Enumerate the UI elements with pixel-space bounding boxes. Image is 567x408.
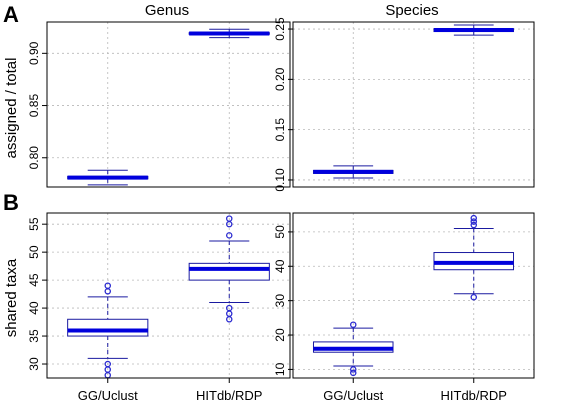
panel-b-genus: 30 35 40 45 50 55 GG/Uclust HITdb/RDP [27,212,291,403]
row-b-ylabel: shared taxa [3,258,20,337]
panel-a-species: 0.10 0.15 0.20 0.25 [273,17,535,192]
plot-frame [292,21,535,188]
outlier-point [225,215,233,222]
outlier-point [470,293,477,301]
ytick-label: 0.25 [273,17,287,41]
plot-area: 0.80 0.85 0.90 0.10 0.15 0.20 0.25 30 35 40 45 50 55… [27,17,535,403]
panel-a-genus: 0.80 0.85 0.90 [27,21,291,188]
box-gg-uclust [67,282,149,379]
ytick-label: 0.15 [273,118,287,142]
ytick-label: 50 [27,245,41,259]
ytick-label: 30 [27,357,41,371]
outlier-point [470,221,477,229]
ytick-label: 35 [27,329,41,343]
outlier-point [104,360,112,368]
box-hitdb-rdp [433,24,515,36]
ytick-label: 0.20 [273,67,287,91]
outlier-point [470,214,477,222]
box-hitdb-rdp [188,28,270,39]
xtick-label: HITdb/RDP [196,388,262,403]
ytick-label: 0.85 [27,94,41,118]
column-title-species: Species [385,2,438,19]
plot-frame [46,21,291,188]
outlier-point [225,304,233,312]
ytick-label: 40 [273,259,287,273]
panel-letter-b: B [3,190,19,215]
box-gg-uclust [67,169,149,186]
ytick-label: 10 [273,362,287,376]
outlier-point [225,232,233,239]
ytick-label: 20 [273,328,287,342]
iqr-box [188,262,270,281]
iqr-box [67,318,149,337]
outlier-point [349,321,357,328]
row-a-ylabel: assigned / total [3,58,20,159]
outlier-point [349,366,357,373]
box-gg-uclust [312,321,394,377]
outlier-point [349,369,357,377]
column-title-genus: Genus [145,2,189,19]
ytick-label: 0.80 [27,146,41,170]
panel-letter-a: A [3,2,19,27]
ytick-label: 30 [273,294,287,308]
xtick-label: HITdb/RDP [441,388,507,403]
xtick-label: GG/Uclust [323,388,383,403]
ytick-label: 0.90 [27,41,41,65]
box-hitdb-rdp [433,214,515,301]
box-hitdb-rdp [188,215,270,323]
xtick-label: GG/Uclust [78,388,138,403]
ytick-label: 55 [27,217,41,231]
ytick-label: 40 [27,301,41,315]
ytick-label: 50 [273,225,287,239]
outlier-point [470,218,477,225]
plot-frame [46,212,291,379]
panel-b-species: 10 20 30 40 50 GG/Uclust HITdb/RDP [273,212,535,403]
ytick-label: 45 [27,273,41,287]
plot-frame [292,212,535,379]
box-gg-uclust [312,165,394,179]
outlier-point [104,282,112,289]
ytick-label: 0.10 [273,168,287,192]
